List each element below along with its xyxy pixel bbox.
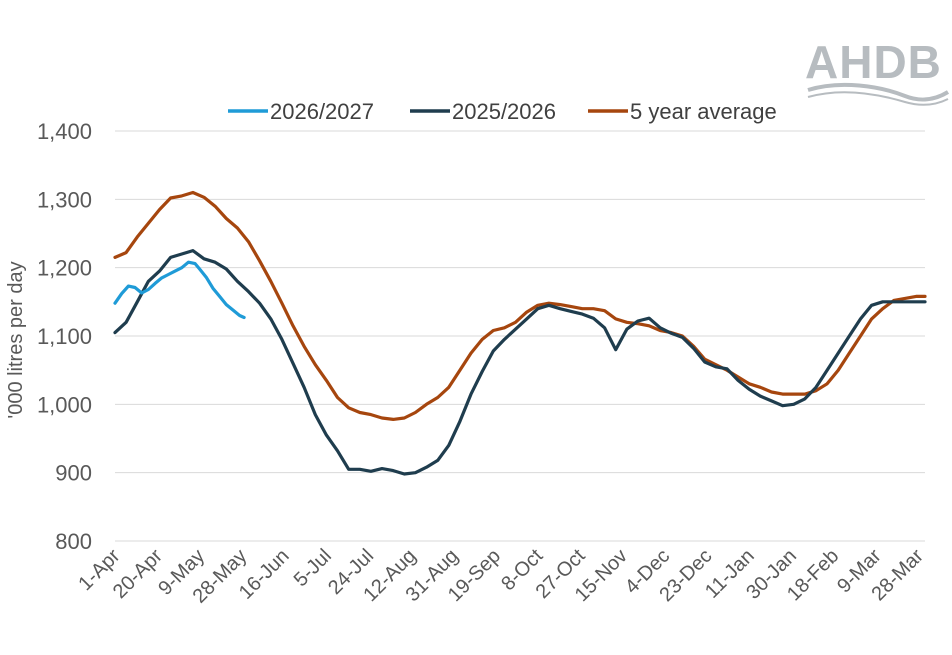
ahdb-logo-text: AHDB [805,36,942,88]
logo-swoosh-1 [807,82,950,102]
logo-swoosh-2 [807,91,949,106]
y-tick-label: 1,400 [37,119,92,144]
legend-label: 5 year average [630,99,777,124]
y-tick-label: 1,100 [37,324,92,349]
y-tick-label: 800 [55,529,92,554]
x-tick-label: 20-Apr [109,545,167,603]
y-axis: 800 900 1,000 1,100 1,200 1,300 1,400 [37,119,92,554]
ahdb-logo: AHDB [805,36,950,106]
legend-label: 2025/2026 [452,99,556,124]
series-line-2026-2027 [113,260,246,320]
legend-label: 2026/2027 [270,99,374,124]
y-tick-label: 1,000 [37,392,92,417]
series-line-2025-2026 [113,249,927,476]
gridlines [115,130,925,542]
series-lines [113,190,927,476]
y-tick-label: 1,200 [37,256,92,281]
x-axis: 1-Apr20-Apr9-May28-May16-Jun5-Jul24-Jul1… [74,545,928,608]
y-axis-label: '000 litres per day [5,261,27,418]
legend: 2026/2027 2025/2026 5 year average [228,99,777,124]
y-tick-label: 900 [55,461,92,486]
y-tick-label: 1,300 [37,187,92,212]
series-line-5-year-average [113,190,927,421]
